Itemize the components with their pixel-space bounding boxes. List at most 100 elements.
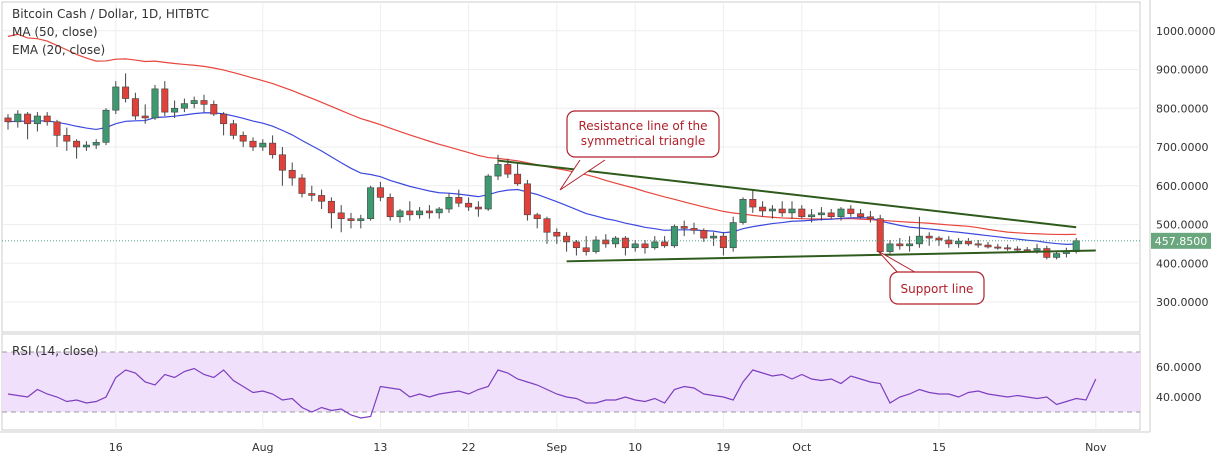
candle-body xyxy=(817,212,825,216)
candle-body xyxy=(974,243,982,246)
ema20-legend: EMA (20, close) xyxy=(12,43,106,57)
candle-body xyxy=(210,104,218,115)
candle-body xyxy=(847,208,855,214)
support-callout-box xyxy=(889,271,985,305)
candle-body xyxy=(504,164,512,175)
candle-body xyxy=(935,237,943,241)
candle-body xyxy=(582,247,590,252)
candle-body xyxy=(749,199,757,208)
candle-body xyxy=(710,235,718,239)
candle-body xyxy=(955,240,963,245)
y-tick-label: 500.0000 xyxy=(1156,219,1209,232)
x-tick-label: 10 xyxy=(628,441,642,454)
candle-body xyxy=(298,177,306,194)
candle-body xyxy=(1033,248,1041,251)
candle-body xyxy=(563,235,571,243)
candle-body xyxy=(827,212,835,218)
candle-body xyxy=(239,135,247,142)
candle-body xyxy=(788,208,796,214)
candle-body xyxy=(837,208,845,218)
y-tick-label: 300.0000 xyxy=(1156,296,1209,309)
candle-body xyxy=(288,169,296,179)
ema20-line xyxy=(7,112,1077,245)
resistance-callout-text-2: symmetrical triangle xyxy=(581,134,705,148)
x-tick-label: 22 xyxy=(462,441,476,454)
candle-body xyxy=(533,214,541,219)
candle-body xyxy=(680,226,688,229)
candle-body xyxy=(1053,253,1061,258)
candle-body xyxy=(445,197,453,210)
price-tag xyxy=(1151,232,1211,249)
candle-body xyxy=(543,218,551,233)
candle-body xyxy=(739,199,747,223)
candle-body xyxy=(621,237,629,249)
support-callout-pointer xyxy=(877,250,921,276)
candle-body xyxy=(220,113,228,125)
candle-body xyxy=(896,243,904,247)
candle-body xyxy=(63,135,71,142)
candle-body xyxy=(347,218,355,221)
candle-body xyxy=(396,210,404,218)
candle-body xyxy=(73,140,81,148)
rsi-line xyxy=(7,367,1097,419)
resistance-callout-pointer xyxy=(559,159,606,191)
axes: 300.0000 400.0000 500.0000 600.0000 700.0000… xyxy=(0,0,1216,454)
rsi-label: RSI (14, close) xyxy=(12,344,99,358)
candle-body xyxy=(857,213,865,218)
candle-body xyxy=(24,113,32,125)
candle-body xyxy=(259,142,267,148)
candle-body xyxy=(945,239,953,245)
candle-body xyxy=(592,239,600,252)
candle-body xyxy=(994,246,1002,249)
candle-body xyxy=(171,107,179,113)
candle-body xyxy=(984,244,992,248)
candlestick-series xyxy=(4,73,1080,260)
candle-body xyxy=(778,208,786,214)
support-callout-text: Support line xyxy=(901,282,974,296)
x-tick-label: Sep xyxy=(546,441,567,454)
candle-body xyxy=(131,98,139,117)
x-tick-label: 15 xyxy=(932,441,946,454)
candle-body xyxy=(318,195,326,202)
candle-body xyxy=(906,243,914,247)
candle-body xyxy=(602,239,610,245)
candle-body xyxy=(43,115,51,123)
x-tick-label: Nov xyxy=(1085,441,1107,454)
candle-body xyxy=(641,243,649,249)
candle-body xyxy=(425,210,433,214)
candle-body xyxy=(308,193,316,196)
candle-body xyxy=(798,208,806,218)
candle-body xyxy=(494,164,502,177)
candle-body xyxy=(915,235,923,245)
candle-body xyxy=(249,140,257,148)
candle-body xyxy=(406,210,414,216)
candle-body xyxy=(337,212,345,219)
candle-body xyxy=(866,216,874,219)
candle-body xyxy=(455,197,463,204)
candle-body xyxy=(474,206,482,210)
candle-body xyxy=(4,117,12,123)
y-tick-label: 600.0000 xyxy=(1156,180,1209,193)
ma50-line xyxy=(7,33,1077,236)
candle-body xyxy=(553,231,561,237)
candle-body xyxy=(14,113,22,123)
resistance-line xyxy=(497,159,1077,229)
candle-body xyxy=(700,230,708,239)
candle-body xyxy=(1023,249,1031,252)
candle-body xyxy=(808,214,816,218)
ma50-legend: MA (50, close) xyxy=(12,25,98,39)
price-tag-text: 457.8500 xyxy=(1155,235,1208,248)
candle-body xyxy=(719,235,727,249)
rsi-tick-label: 60.0000 xyxy=(1156,361,1202,374)
candle-body xyxy=(631,243,639,249)
candle-body xyxy=(327,200,335,214)
candle-body xyxy=(886,243,894,252)
candle-body xyxy=(82,144,90,148)
resistance-callout-text-1: Resistance line of the xyxy=(578,119,707,133)
candle-body xyxy=(523,183,531,216)
candle-body xyxy=(1013,248,1021,251)
candle-body xyxy=(651,241,659,249)
x-tick-label: 19 xyxy=(716,441,730,454)
price-panel-frame xyxy=(1,1,1141,333)
